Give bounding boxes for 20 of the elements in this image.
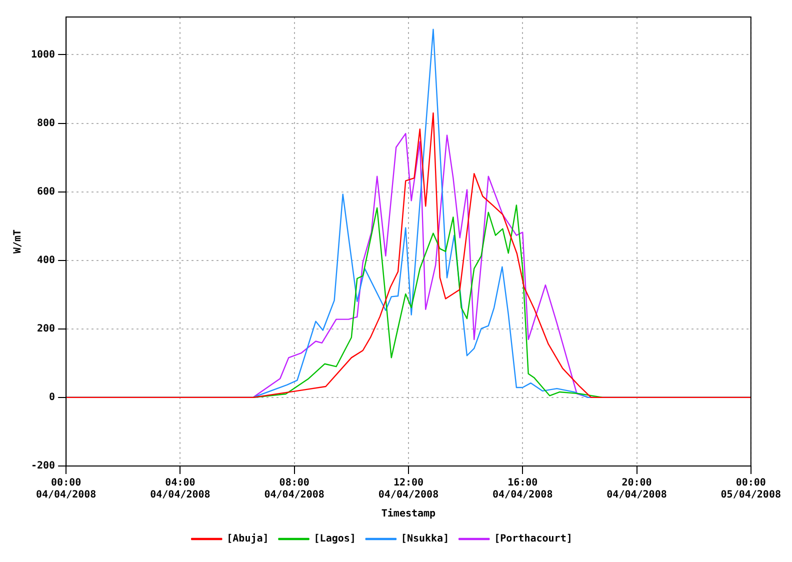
x-tick-label: 12:00 04/04/2008 <box>378 478 439 501</box>
x-tick-label: 04:00 04/04/2008 <box>150 478 210 501</box>
legend-label: [Abuja] <box>226 532 269 545</box>
x-tick-label: 00:00 05/04/2008 <box>720 478 782 501</box>
y-tick-label: 1000 <box>30 49 56 60</box>
y-tick-label: 800 <box>37 118 56 129</box>
y-tick-label: 400 <box>37 254 56 266</box>
y-tick-label: -200 <box>30 460 56 472</box>
x-tick-label: 00:00 04/04/2008 <box>36 478 96 501</box>
y-axis-title: W/mT <box>12 229 24 254</box>
x-tick-label: 08:00 04/04/2008 <box>264 478 324 501</box>
legend-label: [Lagos] <box>314 534 356 545</box>
y-tick-label: 600 <box>37 186 56 198</box>
y-tick-label: 200 <box>37 323 56 334</box>
x-axis-title: Timestamp <box>381 508 436 520</box>
x-tick-label: 16:00 04/04/2008 <box>492 478 553 501</box>
y-tick-label: 0 <box>49 392 56 404</box>
legend-label: [Nsukka] <box>400 534 450 545</box>
x-tick-label: 20:00 04/04/2008 <box>606 478 667 501</box>
legend-label: [Porthacourt] <box>494 534 572 545</box>
